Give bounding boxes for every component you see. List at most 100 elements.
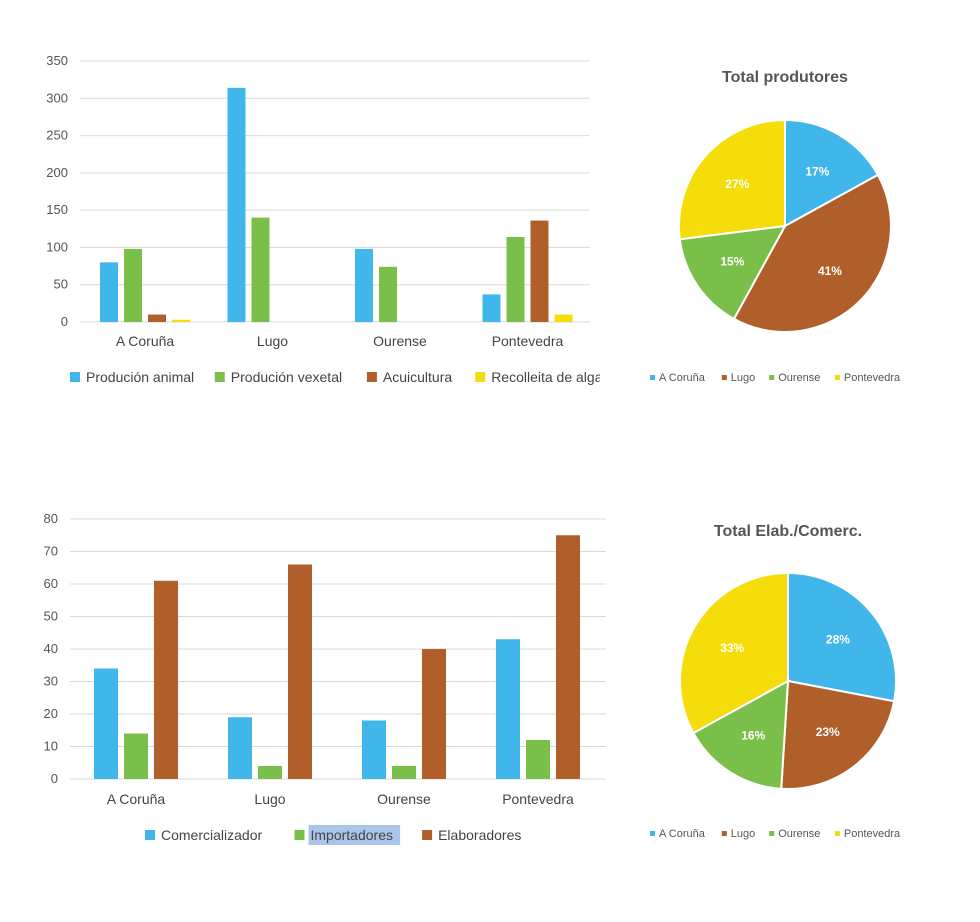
bar-producion-vexetal-ourense [379, 266, 397, 322]
pie-legend-label-a-coruna: A Coruña [659, 372, 706, 384]
pie-value-label-pontevedra: 27% [725, 177, 749, 191]
bar-recolleita-de-algas-a-coruna [172, 319, 190, 322]
legend-swatch-importadores [294, 830, 305, 840]
x-category-label: Ourense [377, 791, 431, 807]
pie-chart-total-producers: Total produtores 17% 41% 15% 27% A Coruña Lugo… [650, 69, 901, 384]
pie-legend-label-pontevedra: Pontevedra [844, 372, 901, 384]
legend-label-producion-animal: Produción animal [86, 369, 194, 385]
bar-producion-animal-lugo [227, 87, 246, 323]
y-tick-label: 40 [44, 641, 58, 656]
y-tick-label: 150 [46, 202, 68, 217]
pie-legend-label-ourense: Ourense [778, 828, 820, 840]
pie-legend-swatch-pontevedra [834, 831, 840, 836]
pie-legend-swatch-ourense [769, 375, 775, 380]
bar-importadores-lugo [258, 766, 282, 779]
pie-legend-label-pontevedra: Pontevedra [844, 828, 901, 840]
y-tick-label: 50 [44, 609, 58, 624]
bar-producion-vexetal-a-coruna [124, 248, 142, 322]
bar-recolleita-de-algas-pontevedra [554, 314, 573, 322]
pie-slice-pontevedra [678, 118, 786, 241]
bar-elaboradores-a-coruna [154, 580, 178, 779]
pie-legend-swatch-a-coruna [650, 831, 655, 836]
pie-legend-swatch-ourense [769, 831, 775, 836]
x-category-label: Pontevedra [492, 333, 564, 349]
pie-slice-pontevedra [679, 571, 789, 735]
bar-comercializador-a-coruna [94, 668, 118, 779]
pie-value-label-ourense: 16% [741, 729, 765, 743]
x-category-label: A Coruña [116, 333, 175, 349]
bar-importadores-a-coruna [124, 733, 148, 779]
bar-chart-elab-comerc: 0 10 20 30 40 50 60 70 80 A Coruña Lugo Ourense Pont… [44, 511, 606, 845]
bar-comercializador-pontevedra [496, 639, 520, 779]
legend-selection-highlight [308, 825, 401, 845]
pie-value-label-a-coruna: 17% [805, 164, 829, 178]
legend-swatch-recolleita-de-algas [475, 372, 486, 382]
y-tick-label: 60 [44, 576, 58, 591]
y-tick-label: 10 [44, 739, 58, 754]
legend-swatch-acuicultura [366, 372, 377, 382]
pie-chart-total-elab-comerc: Total Elab./Comerc. 28% 23% 16% 33% A Coruña L… [650, 523, 901, 840]
pie-legend-swatch-a-coruna [650, 375, 655, 380]
bar-elaboradores-lugo [288, 564, 312, 779]
y-tick-label: 30 [44, 674, 58, 689]
y-tick-label: 0 [61, 314, 68, 329]
y-tick-label: 50 [54, 277, 68, 292]
pie-legend-swatch-lugo [721, 831, 727, 836]
pie-legend-swatch-pontevedra [834, 375, 840, 380]
y-tick-label: 200 [46, 165, 68, 180]
bar-comercializador-ourense [362, 720, 386, 779]
legend-swatch-producion-animal [70, 372, 80, 382]
bar-acuicultura-a-coruna [148, 314, 166, 322]
legend-label-acuicultura: Acuicultura [383, 369, 452, 385]
pie-value-label-lugo: 41% [818, 264, 842, 278]
x-category-label: Lugo [254, 791, 285, 807]
y-tick-label: 350 [46, 53, 68, 68]
bar-importadores-ourense [392, 766, 416, 779]
pie-slice-a-coruna [784, 118, 880, 228]
bar-producion-vexetal-lugo [251, 217, 270, 322]
x-category-label: Ourense [373, 333, 427, 349]
x-category-label: A Coruña [107, 791, 166, 807]
pie-legend-label-lugo: Lugo [731, 828, 755, 840]
pie-value-label-a-coruna: 28% [826, 633, 850, 647]
pie-title: Total produtores [722, 69, 848, 86]
pie-value-label-ourense: 15% [720, 255, 744, 269]
pie-value-label-pontevedra: 33% [720, 641, 744, 655]
bar-chart-producers: 0 50 100 150 200 250 300 350 A Coruña Lugo Ourense… [46, 53, 600, 385]
x-category-label: Lugo [257, 333, 288, 349]
y-tick-label: 0 [51, 771, 58, 786]
bar-comercializador-lugo [228, 717, 252, 779]
legend-label-producion-vexetal: Produción vexetal [231, 369, 342, 385]
legend-label-elaboradores: Elaboradores [438, 827, 521, 843]
legend-label-recolleita-de-algas: Recolleita de algas [491, 369, 600, 385]
pie-title: Total Elab./Comerc. [714, 523, 862, 540]
pie-legend-swatch-lugo [721, 375, 727, 380]
bar-producion-animal-pontevedra [482, 294, 501, 322]
bar-producion-animal-a-coruna [100, 262, 118, 322]
pie-value-label-lugo: 23% [816, 725, 840, 739]
y-tick-label: 300 [46, 90, 68, 105]
legend-swatch-comercializador [145, 830, 155, 840]
bar-importadores-pontevedra [526, 740, 550, 779]
pie-slice-ourense [678, 224, 787, 321]
pie-slice-ourense [692, 679, 790, 790]
bar-elaboradores-ourense [422, 649, 446, 779]
pie-slice-lugo [732, 173, 892, 333]
legend-swatch-producion-vexetal [214, 372, 225, 382]
x-category-label: Pontevedra [502, 791, 574, 807]
y-tick-label: 250 [46, 128, 68, 143]
legend-label-comercializador: Comercializador [161, 827, 262, 843]
legend-swatch-elaboradores [422, 830, 433, 840]
y-tick-label: 70 [44, 544, 58, 559]
bar-producion-vexetal-pontevedra [506, 236, 525, 322]
pie-slice-a-coruna [787, 571, 897, 703]
y-tick-label: 100 [46, 239, 68, 254]
pie-slice-lugo [780, 679, 896, 790]
y-tick-label: 20 [44, 706, 58, 721]
bar-acuicultura-pontevedra [530, 220, 549, 322]
legend-label-importadores: Importadores [311, 827, 393, 843]
pie-legend-label-lugo: Lugo [731, 372, 755, 384]
bar-elaboradores-pontevedra [556, 535, 580, 779]
bar-producion-animal-ourense [355, 248, 373, 322]
pie-legend-label-a-coruna: A Coruña [659, 828, 706, 840]
